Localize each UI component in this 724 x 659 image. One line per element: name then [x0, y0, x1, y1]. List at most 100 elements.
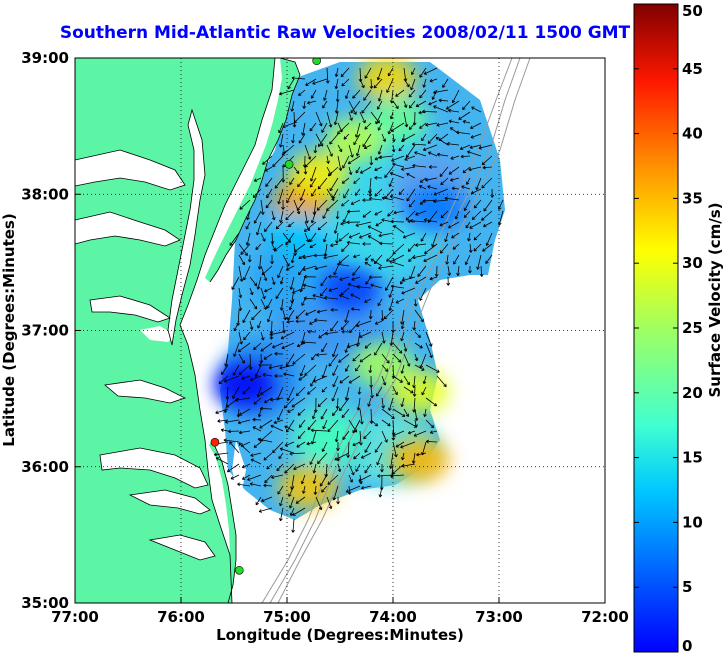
current-vector: [355, 320, 372, 328]
current-vector: [352, 89, 361, 99]
current-vector: [400, 309, 405, 325]
current-vector: [338, 294, 350, 300]
current-vector: [446, 141, 460, 146]
current-vector: [249, 320, 254, 330]
current-vector: [436, 152, 449, 157]
current-vector: [326, 111, 333, 128]
current-vector: [332, 342, 339, 358]
current-vector: [368, 364, 373, 374]
current-vector: [374, 166, 383, 172]
current-vector: [393, 225, 405, 234]
current-vector: [367, 235, 383, 245]
current-vector: [381, 375, 387, 386]
current-vector: [336, 441, 340, 452]
current-vector: [313, 253, 328, 258]
velocity-hotspot: [288, 151, 349, 196]
current-vector: [395, 89, 405, 97]
current-vector: [448, 221, 460, 229]
current-vector: [359, 78, 365, 89]
current-vector: [271, 474, 284, 479]
current-vector: [238, 331, 243, 345]
current-vector: [403, 100, 408, 108]
current-vector: [364, 463, 372, 474]
current-vector: [263, 353, 273, 360]
current-vector: [414, 408, 419, 421]
current-vector: [381, 430, 388, 443]
current-vector: [411, 142, 427, 147]
current-vector: [454, 210, 460, 220]
current-vector: [363, 89, 372, 101]
colorbar-tick-label: 50: [682, 2, 703, 20]
current-vector: [348, 166, 353, 175]
current-vector: [380, 309, 385, 322]
current-vector: [257, 320, 262, 329]
current-vector: [422, 109, 438, 114]
current-vector: [415, 243, 427, 247]
current-vector: [237, 342, 251, 353]
current-vector: [232, 386, 240, 399]
current-vector: [309, 232, 317, 243]
current-vector: [343, 133, 350, 140]
current-vector: [272, 155, 284, 168]
current-vector: [264, 221, 273, 232]
current-vector: [362, 133, 372, 148]
current-vector: [307, 329, 317, 334]
current-vector: [400, 441, 416, 449]
current-vector: [479, 265, 484, 277]
current-vector: [411, 452, 416, 464]
current-vector: [339, 276, 350, 281]
current-vector: [334, 452, 350, 461]
current-vector: [340, 67, 350, 78]
current-vector: [424, 177, 438, 182]
current-vector: [247, 474, 262, 481]
current-vector: [408, 122, 416, 130]
current-vector: [414, 353, 419, 362]
current-vector: [238, 430, 251, 435]
current-vector: [258, 507, 273, 513]
current-vector: [421, 386, 427, 396]
current-vector: [378, 232, 394, 238]
current-vector: [242, 386, 251, 395]
current-vector: [466, 177, 471, 185]
current-vector: [418, 185, 427, 190]
current-vector: [293, 243, 306, 253]
current-vector: [392, 386, 398, 396]
current-vector: [335, 232, 339, 244]
current-vector: [498, 199, 504, 210]
current-vector: [451, 89, 460, 104]
current-vector: [332, 188, 339, 199]
current-vector: [305, 78, 317, 86]
current-vector: [348, 375, 361, 384]
current-vector: [315, 496, 323, 511]
current-vector: [425, 397, 438, 407]
current-vector: [485, 232, 493, 246]
current-vector: [378, 485, 383, 498]
current-vector: [303, 166, 308, 175]
current-vector: [215, 457, 229, 465]
current-vector: [287, 408, 295, 413]
current-vector: [289, 177, 295, 186]
current-vector: [325, 67, 330, 84]
current-vector: [324, 295, 339, 300]
current-vector: [337, 155, 343, 171]
current-vector: [284, 441, 295, 447]
current-vector: [337, 144, 343, 153]
current-vector: [253, 397, 262, 405]
current-vector: [224, 419, 240, 424]
current-vector: [354, 122, 361, 138]
current-vector: [330, 307, 339, 312]
current-vector: [385, 276, 394, 291]
x-tick-label: 77:00: [51, 608, 99, 626]
current-vector: [361, 485, 372, 490]
current-vector: [262, 155, 273, 165]
current-vector: [367, 397, 372, 407]
current-vector: [297, 177, 306, 188]
current-vector: [364, 67, 372, 79]
current-vector: [446, 276, 451, 286]
current-vector: [309, 122, 317, 132]
velocity-hotspot: [214, 363, 275, 407]
current-vector: [353, 254, 361, 259]
current-vector: [332, 485, 339, 501]
current-vector: [265, 177, 273, 187]
current-vector: [341, 408, 350, 418]
